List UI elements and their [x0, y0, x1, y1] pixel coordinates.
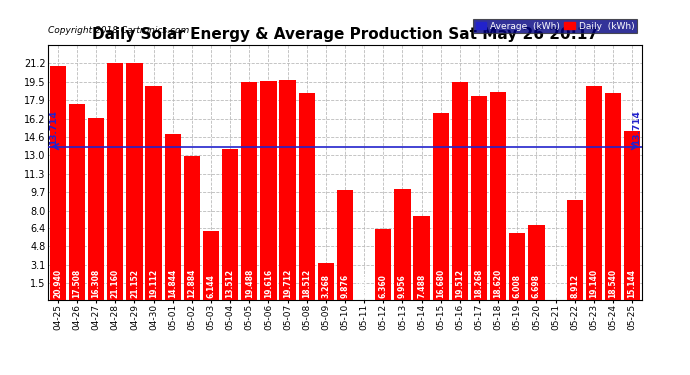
Bar	[50, 66, 66, 300]
Bar	[586, 86, 602, 300]
Text: 17.508: 17.508	[72, 269, 81, 298]
Bar	[509, 233, 525, 300]
Bar	[203, 231, 219, 300]
Bar	[260, 81, 277, 300]
Text: 19.112: 19.112	[149, 269, 158, 298]
Bar	[69, 104, 85, 300]
Text: 16.308: 16.308	[92, 269, 101, 298]
Bar	[394, 189, 411, 300]
Text: 0.000: 0.000	[359, 274, 368, 298]
Text: 7.488: 7.488	[417, 274, 426, 298]
Text: 19.712: 19.712	[283, 269, 292, 298]
Text: 14.844: 14.844	[168, 269, 177, 298]
Text: 19.512: 19.512	[455, 269, 464, 298]
Text: 21.152: 21.152	[130, 269, 139, 298]
Bar	[605, 93, 621, 300]
Text: 6.008: 6.008	[513, 274, 522, 298]
Text: 0.000: 0.000	[551, 274, 560, 298]
Text: 13.512: 13.512	[226, 269, 235, 298]
Text: 18.540: 18.540	[609, 269, 618, 298]
Text: 18.620: 18.620	[493, 269, 502, 298]
Text: 3.268: 3.268	[322, 274, 331, 298]
Bar	[222, 149, 238, 300]
Bar	[88, 118, 104, 300]
Bar	[566, 200, 583, 300]
Bar	[624, 130, 640, 300]
Legend: Average  (kWh), Daily  (kWh): Average (kWh), Daily (kWh)	[473, 19, 637, 33]
Text: 6.698: 6.698	[532, 274, 541, 298]
Text: 6.360: 6.360	[379, 274, 388, 298]
Bar	[241, 82, 257, 300]
Text: 6.144: 6.144	[206, 274, 215, 298]
Bar	[413, 216, 430, 300]
Bar	[452, 82, 468, 300]
Text: 19.488: 19.488	[245, 269, 254, 298]
Bar	[433, 114, 449, 300]
Bar	[126, 63, 143, 300]
Bar	[279, 80, 296, 300]
Bar	[184, 156, 200, 300]
Text: 20.940: 20.940	[53, 269, 62, 298]
Bar	[317, 264, 334, 300]
Text: Copyright 2018 Cartronics.com: Copyright 2018 Cartronics.com	[48, 26, 190, 35]
Text: 21.160: 21.160	[111, 269, 120, 298]
Text: 9.876: 9.876	[340, 274, 350, 298]
Bar	[490, 92, 506, 300]
Bar	[529, 225, 544, 300]
Text: 9.956: 9.956	[398, 274, 407, 298]
Bar	[299, 93, 315, 300]
Bar	[165, 134, 181, 300]
Text: 19.140: 19.140	[589, 269, 598, 298]
Text: 13.714: 13.714	[632, 110, 641, 145]
Text: 18.268: 18.268	[475, 269, 484, 298]
Text: 13.714: 13.714	[49, 110, 58, 145]
Text: 19.616: 19.616	[264, 269, 273, 298]
Bar	[375, 229, 391, 300]
Bar	[471, 96, 487, 300]
Title: Daily Solar Energy & Average Production Sat May 26 20:17: Daily Solar Energy & Average Production …	[92, 27, 598, 42]
Bar	[107, 63, 124, 300]
Bar	[337, 189, 353, 300]
Text: 16.680: 16.680	[436, 269, 445, 298]
Text: 12.884: 12.884	[188, 269, 197, 298]
Text: 15.144: 15.144	[628, 269, 637, 298]
Text: 18.512: 18.512	[302, 269, 311, 298]
Bar	[146, 86, 161, 300]
Text: 8.912: 8.912	[570, 274, 579, 298]
